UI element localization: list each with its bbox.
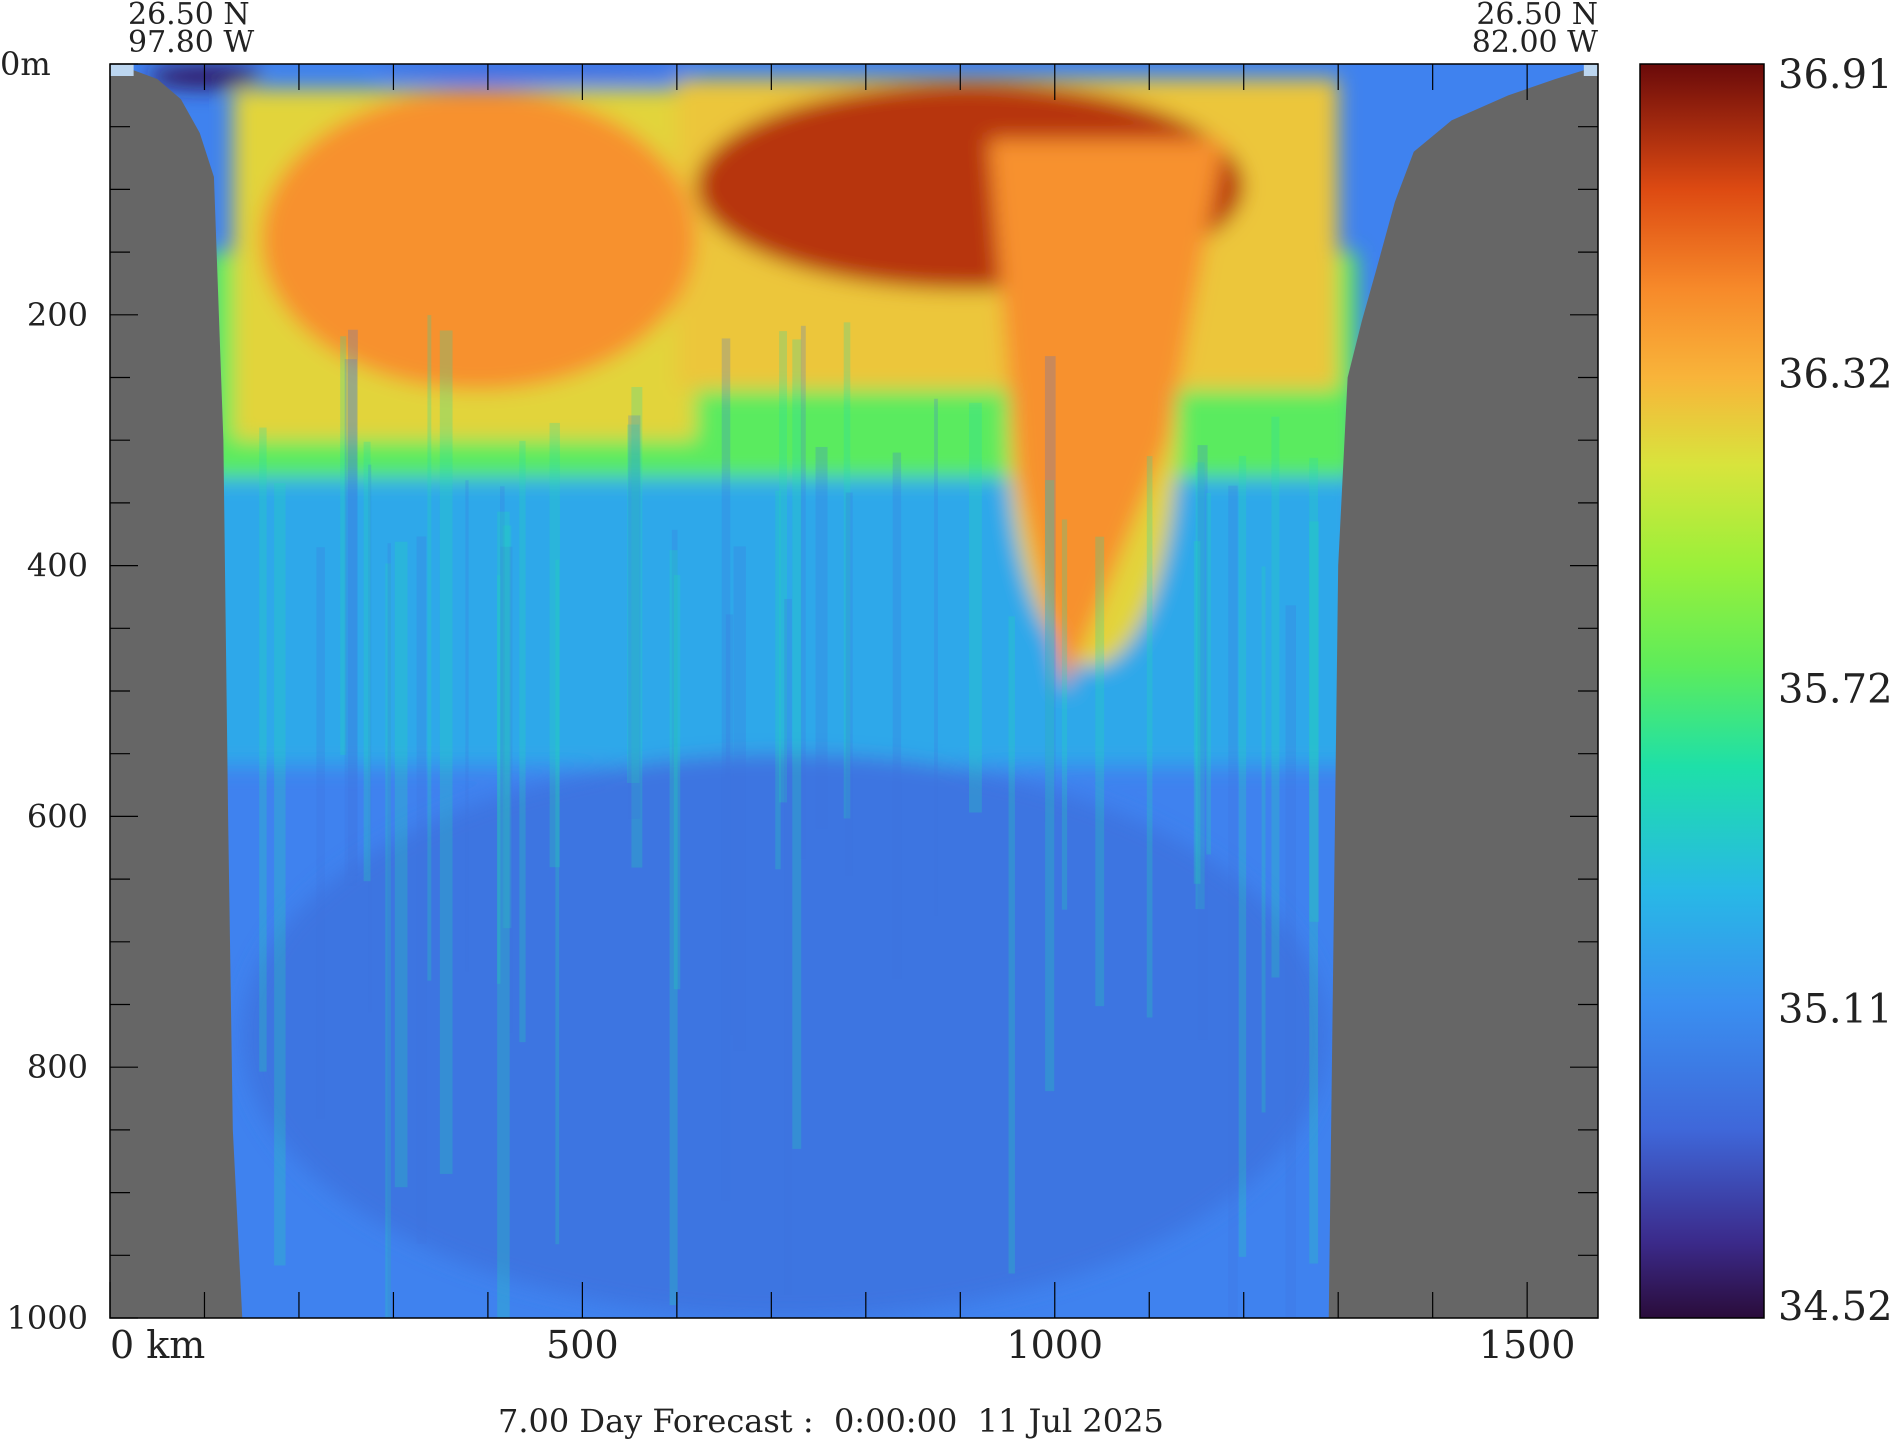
y-tick-label: 800 <box>27 1048 88 1086</box>
field-streak <box>465 480 469 972</box>
field-streak <box>845 492 853 877</box>
right-longitude-label: 82.00 W <box>1472 25 1598 60</box>
right-latitude-label: 26.50 N <box>1476 0 1598 32</box>
field-streak <box>259 427 267 1072</box>
colorbar-tick-label: 35.72 <box>1778 666 1890 712</box>
field-streak <box>671 529 678 1260</box>
left-longitude-label: 97.80 W <box>128 25 254 60</box>
field-streak <box>1309 457 1319 1264</box>
field-streak <box>775 490 781 870</box>
field-streak <box>892 452 902 979</box>
surface-shelf-left <box>110 64 134 76</box>
y-tick-label: 1000 <box>7 1299 88 1337</box>
field-streak <box>344 359 357 886</box>
field-streak <box>1197 445 1208 1040</box>
salinity-field <box>110 64 1598 1318</box>
field-streak <box>779 331 787 803</box>
field-streak <box>368 464 372 1013</box>
colorbar-tick-label: 36.32 <box>1778 352 1890 398</box>
x-tick-label: 0 km <box>110 1323 205 1367</box>
field-streak <box>502 525 512 929</box>
field-streak <box>500 546 513 1033</box>
y-tick-label: 400 <box>27 547 88 585</box>
field-streak <box>387 543 391 1318</box>
field-streak <box>500 486 505 987</box>
y-axis-ticks: 0m 200 400 600 800 1000 <box>0 45 1598 1337</box>
field-streak <box>669 550 678 1306</box>
field-streak <box>274 483 286 1266</box>
field-streak <box>427 315 432 981</box>
x-tick-label: 1000 <box>1006 1323 1103 1367</box>
field-feature <box>242 753 1329 1318</box>
field-streak <box>631 387 643 868</box>
field-streak <box>627 424 640 783</box>
x-tick-label: 1500 <box>1479 1323 1576 1367</box>
field-streak <box>843 322 851 819</box>
field-streak <box>800 325 806 859</box>
field-tongue <box>988 139 1225 692</box>
field-streak <box>1195 462 1205 910</box>
field-streak <box>363 441 371 882</box>
field-streak <box>549 422 560 868</box>
field-streak <box>628 415 641 819</box>
field-streak <box>1285 605 1296 1318</box>
field-streak <box>1238 455 1247 1257</box>
x-axis-ticks: 0 km 500 1000 1500 <box>109 64 1576 1367</box>
colorbar-tick-label: 34.52 <box>1778 1284 1890 1330</box>
field-streak <box>519 440 526 1043</box>
surface-shelf-right <box>1583 64 1598 76</box>
field-streak <box>394 541 408 1188</box>
y-tick-label: 0m <box>0 45 51 83</box>
left-latitude-label: 26.50 N <box>128 0 250 32</box>
field-feature <box>374 64 696 80</box>
field-streak <box>347 329 358 876</box>
field-streak <box>792 339 802 1149</box>
field-streak <box>1309 521 1319 922</box>
field-streak <box>439 330 453 1174</box>
colorbar-tick-label: 36.91 <box>1778 52 1890 98</box>
field-streak <box>784 598 792 1296</box>
colorbar <box>1639 63 1765 1319</box>
y-tick-label: 200 <box>27 296 88 334</box>
field-streak <box>1193 541 1201 884</box>
field-streak <box>934 398 938 916</box>
forecast-caption: 7.00 Day Forecast : 0:00:00 11 Jul 2025 <box>498 1402 1164 1440</box>
field-streak <box>1261 566 1266 1113</box>
field-streak <box>555 559 560 1245</box>
colorbar-labels: 34.52 35.11 35.72 36.32 36.91 <box>1778 52 1890 1330</box>
field-streak <box>968 402 982 813</box>
field-streak <box>1061 519 1068 910</box>
field-streak <box>1146 456 1153 1018</box>
x-tick-label: 500 <box>546 1323 619 1367</box>
field-streak <box>725 614 734 1035</box>
field-feature <box>261 89 696 391</box>
field-streak <box>1206 492 1211 855</box>
field-streak <box>1045 480 1055 1092</box>
field-streak <box>416 536 427 1244</box>
field-streak <box>1095 536 1105 1007</box>
land-mask-left <box>110 64 243 1318</box>
field-streak <box>1228 485 1238 1318</box>
y-tick-label: 600 <box>27 797 88 835</box>
field-streak <box>1044 356 1056 823</box>
land-mask-right <box>1328 70 1598 1318</box>
field-streak <box>815 446 828 829</box>
field-streak <box>316 547 325 1119</box>
field-streak <box>497 511 510 1318</box>
colorbar-tick-label: 35.11 <box>1778 986 1890 1032</box>
field-streak <box>340 336 347 755</box>
field-streak <box>497 575 501 984</box>
field-streak <box>733 546 746 1051</box>
field-streak <box>1271 416 1280 978</box>
field-streak <box>1008 616 1015 1274</box>
field-streak <box>673 575 681 990</box>
field-streak <box>385 563 391 1318</box>
field-streak <box>721 338 731 1201</box>
